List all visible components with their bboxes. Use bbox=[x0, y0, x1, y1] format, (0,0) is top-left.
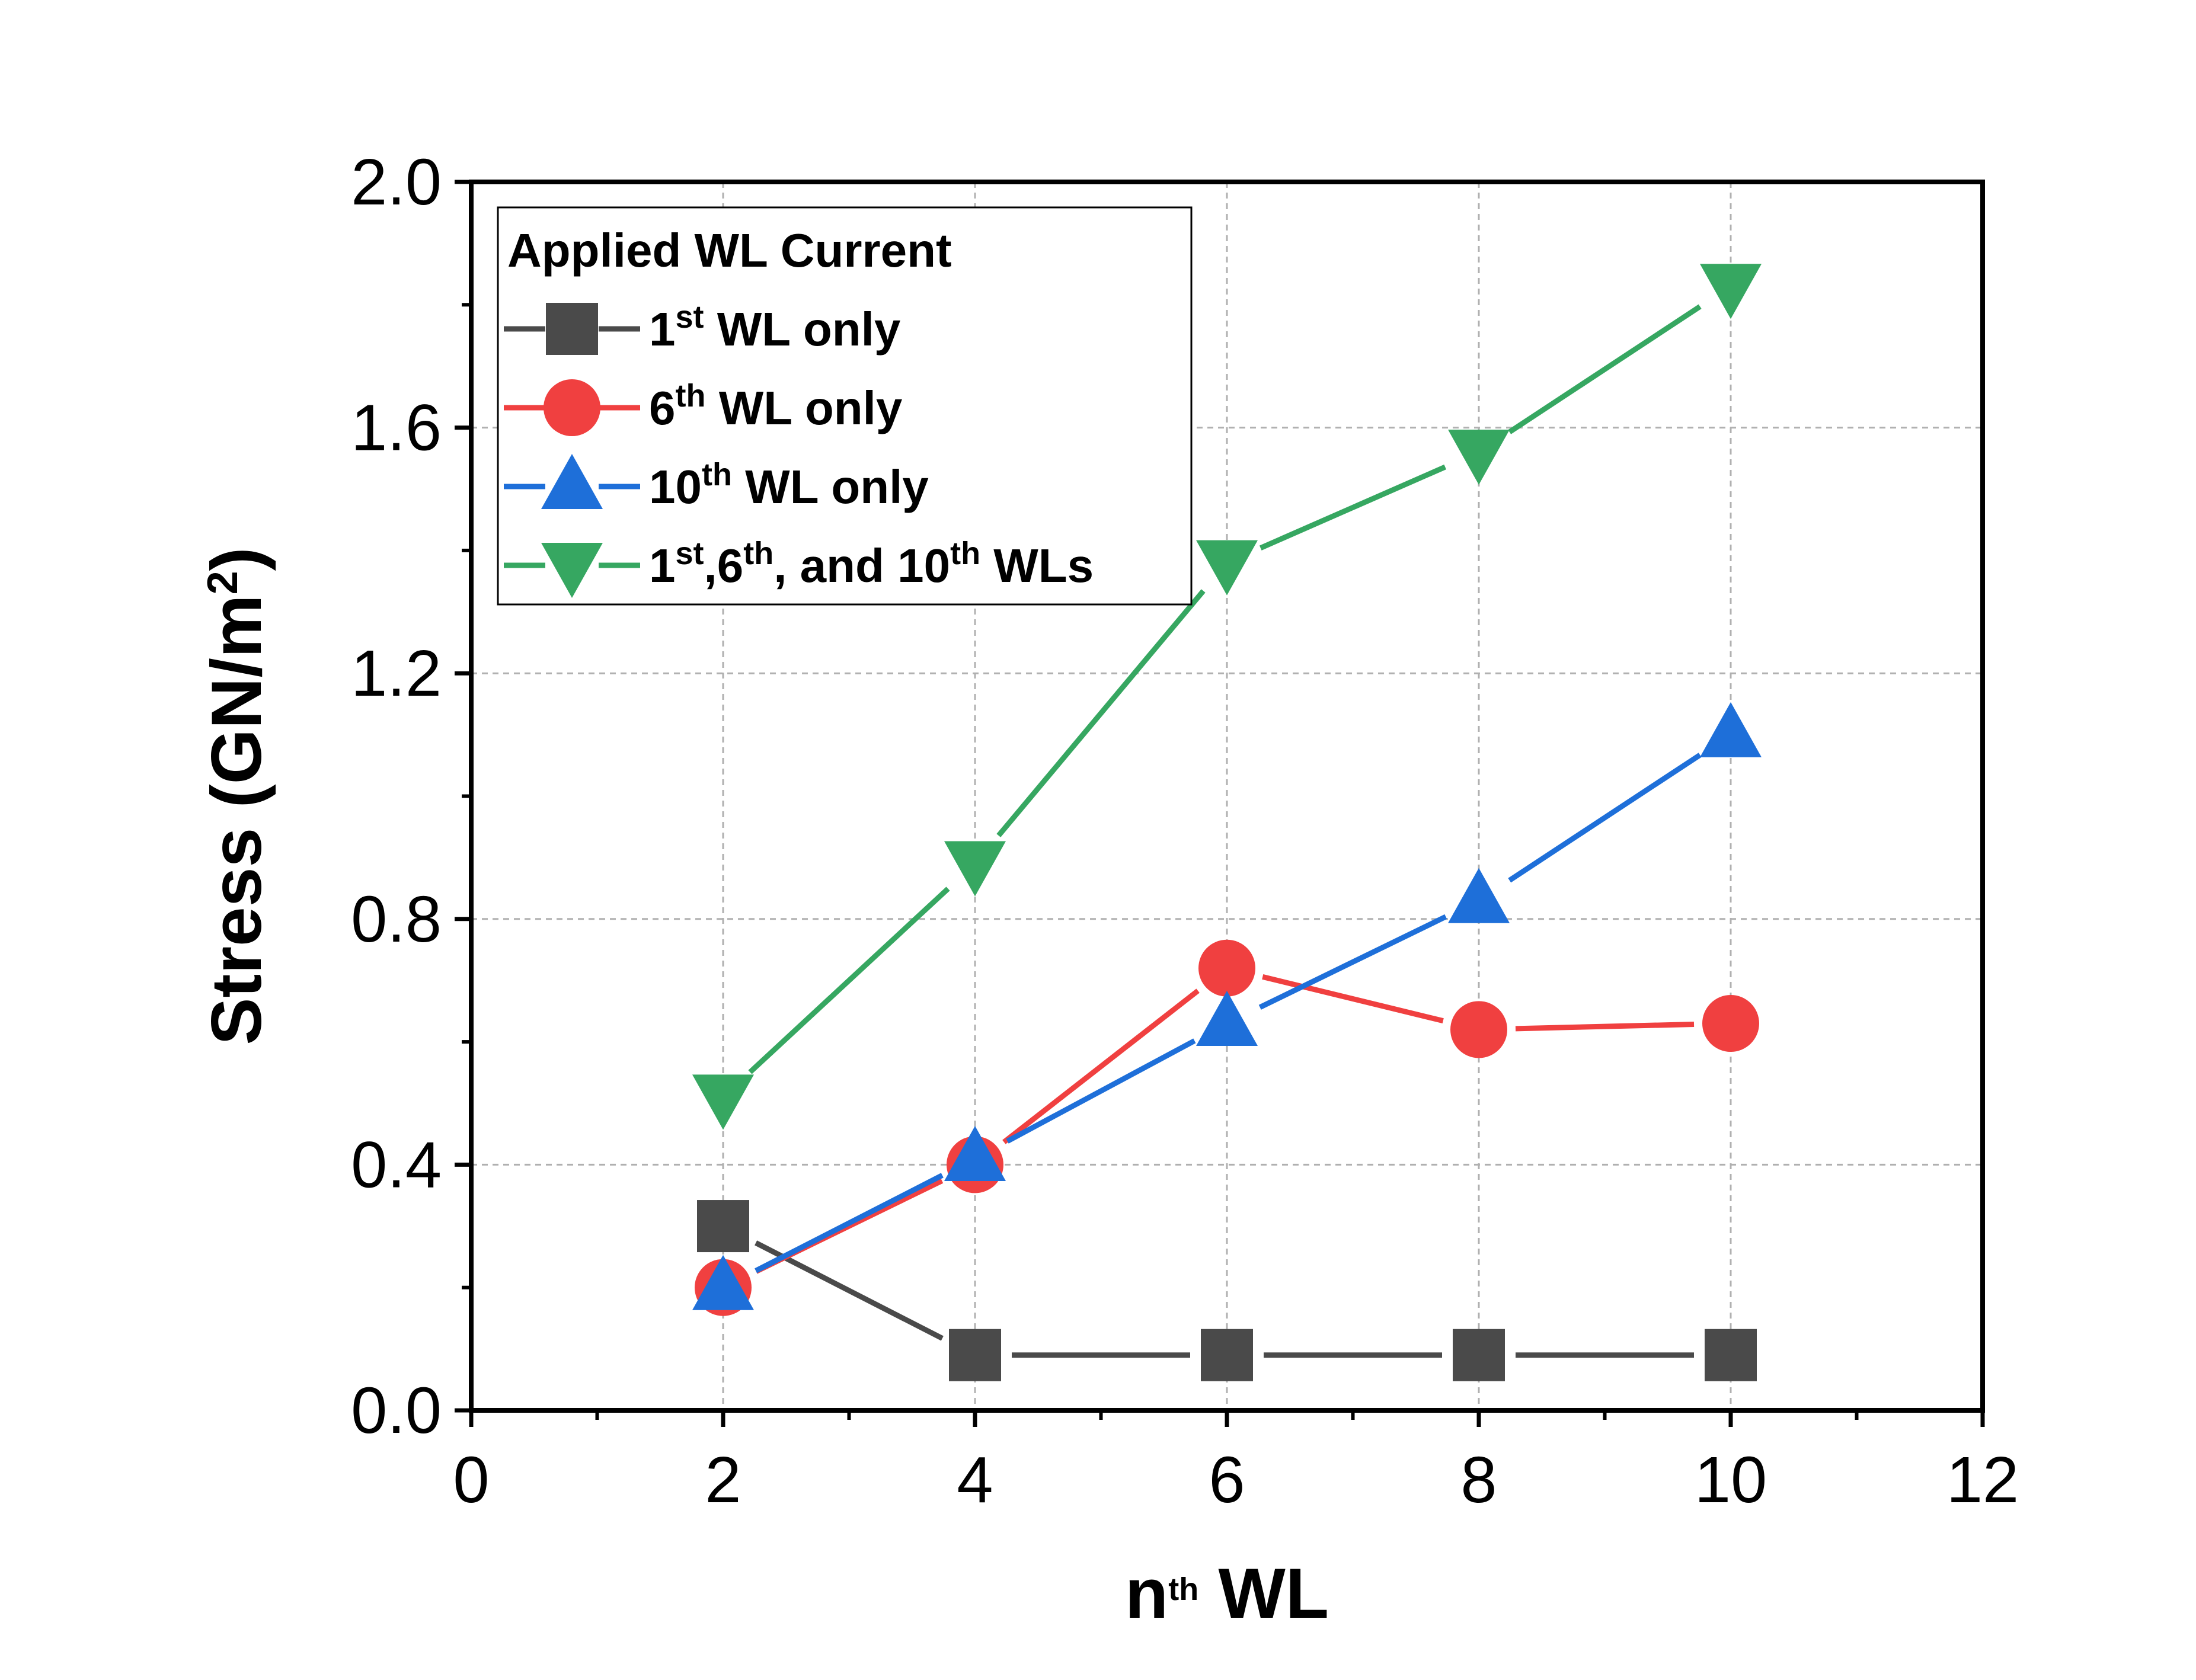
data-point-triangle-up bbox=[1196, 991, 1258, 1047]
legend-item: 1st,6th, and 10th WLs bbox=[504, 536, 1094, 598]
x-axis-title: nth WL bbox=[1125, 1554, 1329, 1633]
y-tick-label: 1.2 bbox=[351, 637, 442, 710]
data-point-square bbox=[1453, 1329, 1505, 1381]
y-tick-label: 0.0 bbox=[351, 1374, 442, 1447]
x-tick-label: 10 bbox=[1695, 1444, 1767, 1516]
x-tick-label: 4 bbox=[957, 1444, 993, 1516]
series-line-segment bbox=[748, 887, 950, 1074]
x-tick-label: 6 bbox=[1209, 1444, 1245, 1516]
x-tick-label: 0 bbox=[453, 1444, 489, 1516]
data-point-triangle-down bbox=[1700, 264, 1762, 319]
data-point-triangle-up bbox=[1448, 868, 1510, 923]
legend-marker-triangle-down bbox=[541, 543, 603, 598]
data-point-circle bbox=[1198, 939, 1255, 997]
series-line-segment bbox=[1508, 304, 1702, 434]
y-axis-title: Stress (GN/m2) bbox=[197, 547, 276, 1045]
data-point-square bbox=[1705, 1329, 1757, 1381]
legend-label: 1st WL only bbox=[649, 299, 901, 356]
tick-labels: 0 2 4 6 8 10 12 0.0 0.4 0.8 1.2 1.6 2.0 bbox=[351, 146, 2019, 1516]
legend-label: 6th WL only bbox=[649, 378, 903, 434]
series-line-segment bbox=[1259, 464, 1447, 551]
legend-label: 10th WL only bbox=[649, 457, 929, 513]
series-line-segment bbox=[1006, 1038, 1196, 1144]
data-point-triangle-down bbox=[1448, 430, 1510, 485]
series-line-segment bbox=[1262, 974, 1444, 1024]
legend-item: 6th WL only bbox=[504, 378, 903, 436]
data-point-triangle-up bbox=[692, 1255, 754, 1310]
series-line-segment bbox=[755, 1173, 944, 1273]
legend-label: 1st,6th, and 10th WLs bbox=[649, 536, 1094, 592]
data-point-circle bbox=[1450, 1001, 1507, 1058]
x-tick-label: 12 bbox=[1946, 1444, 2019, 1516]
legend-item: 10th WL only bbox=[504, 454, 929, 513]
data-point-circle bbox=[1702, 995, 1759, 1052]
series-line-segment bbox=[1258, 914, 1447, 1010]
x-tick-label: 2 bbox=[705, 1444, 741, 1516]
x-tick-label: 8 bbox=[1460, 1444, 1497, 1516]
data-point-triangle-up bbox=[1700, 702, 1762, 757]
series-line-segment bbox=[1515, 1022, 1695, 1032]
data-point-triangle-up bbox=[944, 1126, 1006, 1182]
series-line-segment bbox=[1002, 988, 1200, 1144]
legend-marker-circle bbox=[544, 379, 600, 436]
series-1 bbox=[697, 1200, 1757, 1381]
data-point-triangle-down bbox=[692, 1074, 754, 1130]
y-tick-label: 1.6 bbox=[351, 392, 442, 465]
data-point-triangle-down bbox=[944, 841, 1006, 897]
y-tick-label: 2.0 bbox=[351, 146, 442, 219]
data-point-square bbox=[697, 1200, 749, 1253]
y-tick-label: 0.8 bbox=[351, 883, 442, 956]
series-line-segment bbox=[1508, 753, 1702, 883]
legend-title: Applied WL Current bbox=[507, 224, 952, 277]
data-point-square bbox=[949, 1329, 1001, 1381]
data-point-square bbox=[1201, 1329, 1253, 1381]
series-line-segment bbox=[996, 589, 1206, 837]
legend: Applied WL Current 1st WL only 6th WL onl… bbox=[497, 206, 1193, 606]
legend-marker-square bbox=[546, 303, 598, 355]
legend-marker-triangle-up bbox=[541, 454, 603, 509]
series-4 bbox=[692, 264, 1762, 1130]
data-point-triangle-down bbox=[1196, 540, 1258, 596]
series-3 bbox=[692, 702, 1762, 1310]
y-tick-label: 0.4 bbox=[351, 1128, 442, 1201]
plot-series bbox=[692, 264, 1762, 1381]
legend-items: 1st WL only 6th WL only 10th WL only 1st,6t… bbox=[504, 299, 1094, 598]
legend-item: 1st WL only bbox=[504, 299, 901, 356]
axes bbox=[455, 180, 1985, 1427]
